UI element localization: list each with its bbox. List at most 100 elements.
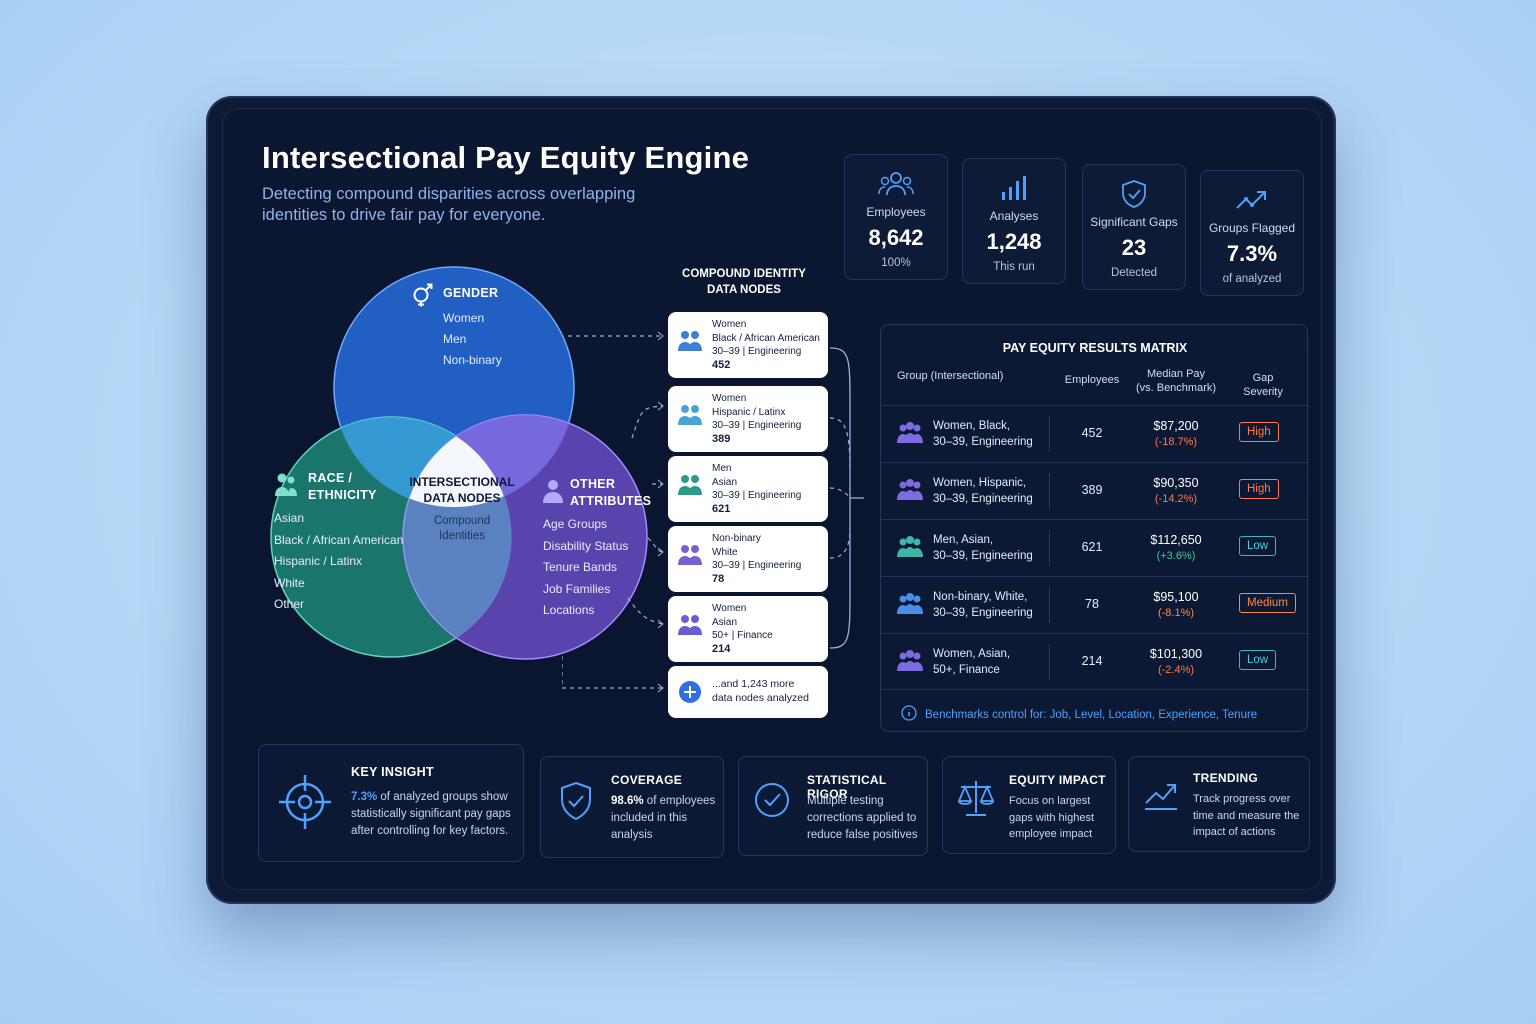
median-pay-cell: $101,300 (-2.4%)	[1149, 647, 1203, 676]
employees-cell: 389	[1081, 483, 1103, 497]
group-cell: Women, Black, 30–39, Engineering	[933, 420, 1033, 448]
race-item: Hispanic / Latinx	[274, 554, 363, 568]
node-line: Women	[712, 319, 747, 330]
gender-item: Women	[443, 311, 485, 325]
col-median-pay: Median Pay (vs. Benchmark)	[1135, 368, 1217, 394]
node-line: Women	[712, 393, 747, 404]
node-count: 214	[712, 642, 731, 655]
col-gap-severity: Gap Severity	[1243, 372, 1283, 398]
stat-card-employees[interactable]: Employees 8,642 100%	[844, 154, 948, 280]
group-icon	[897, 536, 923, 563]
stat-value: 8,642	[868, 225, 924, 250]
race-title: RACE / ETHNICITY	[308, 471, 377, 502]
people-icon	[678, 404, 702, 431]
check-circle-icon	[753, 781, 791, 824]
node-line: 30–39 | Engineering	[712, 420, 802, 431]
node-count: 78	[712, 572, 725, 585]
median-pay-cell: $112,650 (+3.6%)	[1150, 533, 1202, 562]
people-icon	[845, 167, 947, 201]
page-title: Intersectional Pay Equity Engine	[262, 140, 750, 175]
coverage-card[interactable]: COVERAGE 98.6% of employees included in …	[540, 756, 724, 858]
identity-node-card[interactable]: Non-binary White 30–39 | Engineering 78	[668, 526, 828, 592]
table-row[interactable]: Women, Hispanic, 30–39, Engineering 389 $90…	[881, 462, 1309, 518]
stat-label: Employees	[866, 205, 926, 219]
identity-node-card[interactable]: Women Black / African American 30–39 | Eng…	[668, 312, 828, 378]
severity-badge: Low	[1239, 650, 1277, 670]
gender-item: Non-binary	[443, 353, 502, 367]
people-icon	[678, 544, 702, 571]
node-count: 389	[712, 432, 731, 445]
card-body: Multiple testing corrections applied to …	[807, 795, 918, 841]
stat-value: 7.3%	[1226, 241, 1278, 266]
statistical-rigor-card[interactable]: STATISTICAL RIGOR Multiple testing corre…	[738, 756, 928, 856]
matrix-title: PAY EQUITY RESULTS MATRIX	[1002, 341, 1188, 355]
card-body: 98.6% of employees included in this anal…	[611, 795, 716, 841]
other-attribute-item: Job Families	[543, 581, 611, 596]
employees-cell: 621	[1081, 540, 1103, 554]
median-pay-cell: $95,100 (-8.1%)	[1153, 590, 1199, 619]
node-line: Asian	[712, 476, 738, 488]
bar-chart-icon	[963, 171, 1065, 205]
scales-icon	[955, 777, 997, 824]
node-line: Black / African American	[712, 332, 820, 344]
severity-badge: Medium	[1239, 593, 1296, 613]
node-line: Men	[712, 463, 732, 474]
stat-card-significant-gaps[interactable]: Significant Gaps 23 Detected	[1082, 164, 1186, 290]
group-icon	[897, 593, 923, 620]
identity-node-card[interactable]: Women Hispanic / Latinx 30–39 | Engineerin…	[668, 386, 828, 452]
more-nodes-button[interactable]: ...and 1,243 more data nodes analyzed	[668, 666, 828, 718]
key-insight-card[interactable]: KEY INSIGHT 7.3% of analyzed groups show…	[258, 744, 524, 862]
card-title: STATISTICAL RIGOR	[807, 773, 887, 801]
people-icon	[274, 472, 298, 503]
table-row[interactable]: Non-binary, White, 30–39, Engineering 78 $9…	[881, 576, 1309, 632]
node-count: 452	[712, 358, 731, 371]
identity-node-card[interactable]: Women Asian 50+ | Finance 214	[668, 596, 828, 662]
card-title: KEY INSIGHT	[351, 765, 434, 779]
group-cell: Women, Hispanic, 30–39, Engineering	[933, 477, 1033, 505]
other-attributes-list: Age Groups Disability Status Tenure Band…	[543, 514, 628, 622]
trending-card[interactable]: TRENDING Track progress over time and me…	[1128, 756, 1310, 852]
table-row[interactable]: Women, Black, 30–39, Engineering 452 $87,20…	[881, 405, 1309, 461]
card-body: Track progress over time and measure the…	[1193, 793, 1300, 838]
median-pay-cell: $90,350 (-14.2%)	[1153, 476, 1199, 505]
severity-badge: High	[1239, 422, 1279, 442]
stat-card-groups-flagged[interactable]: Groups Flagged 7.3% of analyzed	[1200, 170, 1304, 296]
card-title: TRENDING	[1193, 771, 1259, 785]
identity-node-card[interactable]: Men Asian 30–39 | Engineering 621	[668, 456, 828, 522]
trend-up-icon	[1143, 777, 1179, 816]
people-icon	[678, 474, 702, 501]
pay-equity-matrix: PAY EQUITY RESULTS MATRIX Group (Interse…	[880, 324, 1309, 732]
venn-diagram	[270, 266, 648, 660]
group-cell: Men, Asian, 30–39, Engineering	[933, 534, 1033, 562]
shield-check-icon	[1083, 177, 1185, 211]
stat-label: Significant Gaps	[1090, 215, 1178, 229]
stat-sub: 100%	[881, 257, 911, 269]
nodes-heading: COMPOUND IDENTITY DATA NODES	[682, 268, 806, 296]
card-body: 7.3% of analyzed groups show statistical…	[351, 791, 511, 837]
employees-cell: 452	[1081, 426, 1103, 440]
median-pay-cell: $87,200 (-18.7%)	[1153, 419, 1199, 448]
people-icon	[678, 614, 702, 641]
table-row[interactable]: Men, Asian, 30–39, Engineering 621 $112,650…	[881, 519, 1309, 575]
stat-sub: Detected	[1110, 267, 1158, 279]
dashboard-screen: Intersectional Pay Equity Engine Detecti…	[222, 108, 1322, 890]
stat-value: 23	[1121, 235, 1147, 260]
equity-impact-card[interactable]: EQUITY IMPACT Focus on largest gaps with…	[942, 756, 1116, 854]
severity-badge: Low	[1239, 536, 1277, 556]
race-item-list: Asian Black / African American Hispanic …	[274, 508, 403, 616]
race-item: Asian	[274, 511, 305, 525]
table-row[interactable]: Women, Asian, 50+, Finance 214 $101,300 (-2.…	[881, 633, 1309, 689]
shield-check-icon	[559, 781, 593, 826]
node-line: 30–39 | Engineering	[712, 560, 802, 571]
intersection-title: INTERSECTIONAL DATA NODES	[409, 475, 515, 505]
node-line: 30–39 | Engineering	[712, 346, 802, 357]
stat-card-analyses[interactable]: Analyses 1,248 This run	[962, 158, 1066, 284]
card-title: EQUITY IMPACT	[1009, 773, 1106, 787]
stat-value: 1,248	[986, 229, 1042, 254]
employees-cell: 214	[1081, 654, 1103, 668]
stat-sub: This run	[993, 261, 1035, 273]
page-subtitle: Detecting compound disparities across ov…	[262, 185, 636, 224]
people-icon	[678, 330, 702, 357]
gender-symbol-icon	[410, 278, 434, 313]
other-attribute-item: Age Groups	[543, 517, 608, 531]
